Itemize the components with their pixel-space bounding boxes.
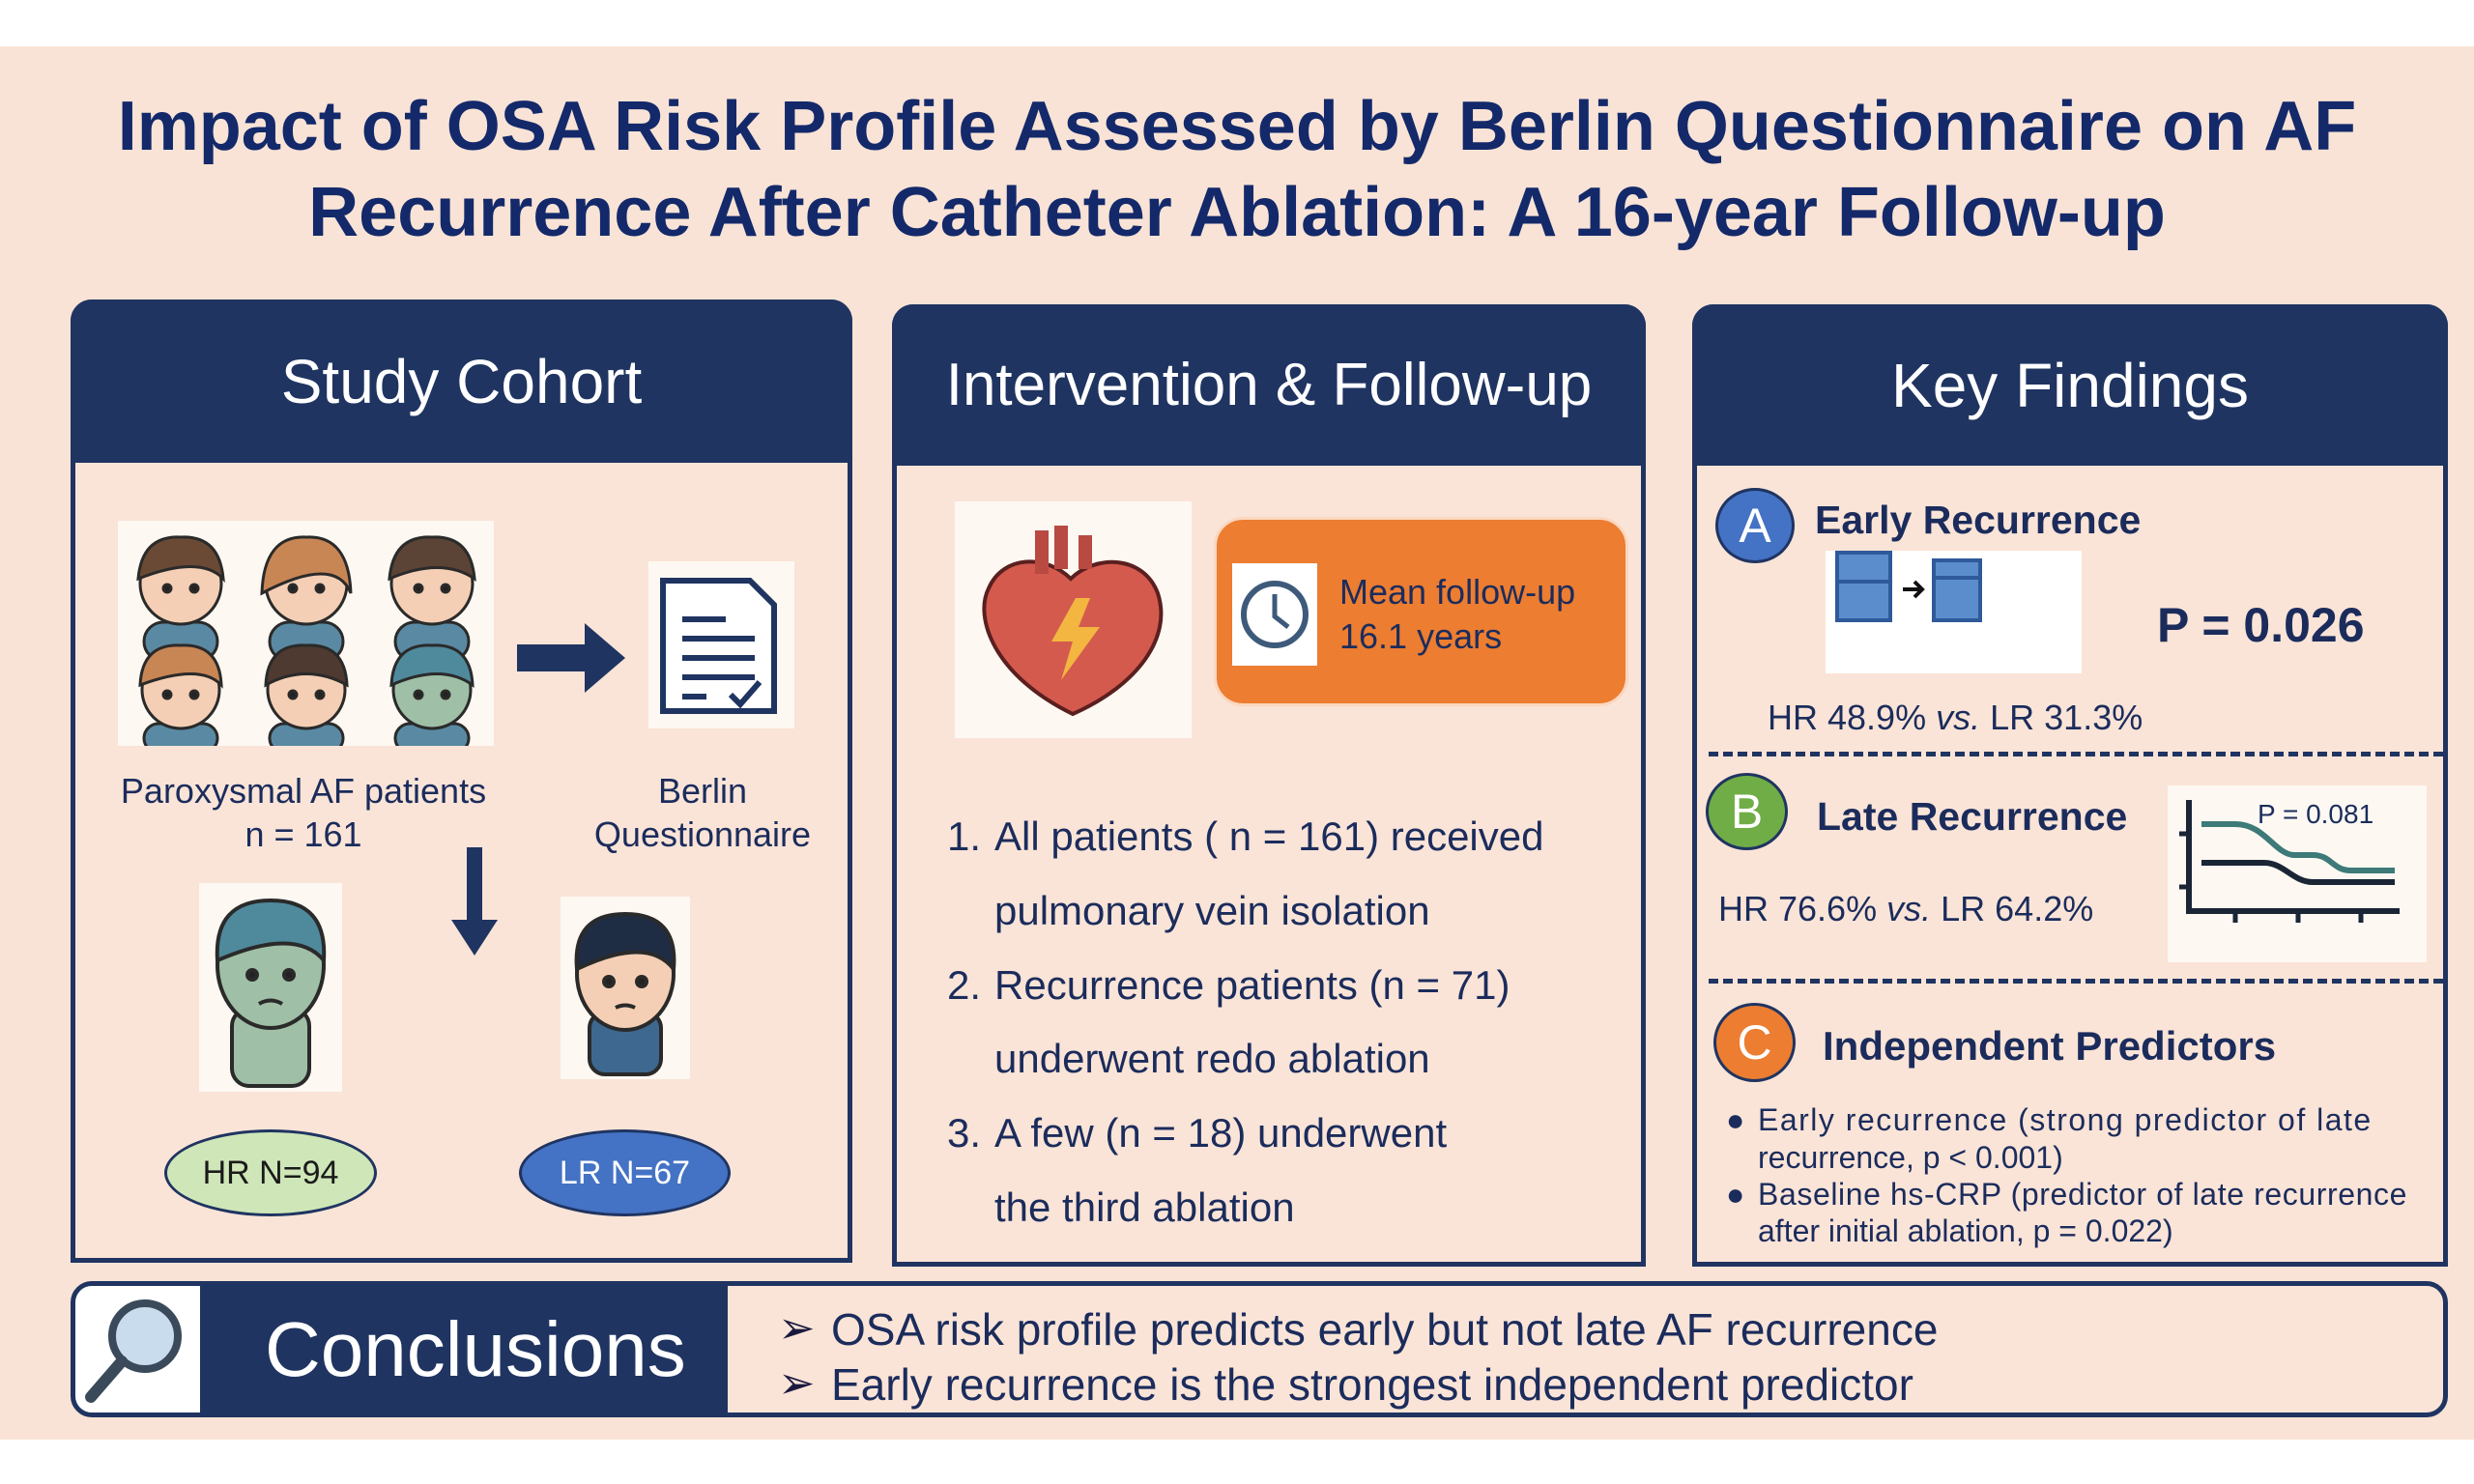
list-item: Recurrence patients (n = 71) [994,962,1510,1008]
patients-count: n = 161 [245,814,362,854]
heart-icon [955,501,1192,738]
late-recurrence-chart-p: P = 0.081 [2258,799,2374,829]
list-item: A few (n = 18) underwent [994,1110,1448,1156]
list-number: 1. [947,813,982,859]
badge-c: C [1713,1003,1796,1082]
list-item: underwent redo ablation [994,1036,1430,1081]
list-item: pulmonary vein isolation [994,888,1430,933]
list-item: the third ablation [994,1184,1295,1230]
arrow-right-icon [517,623,625,693]
high-risk-patient-icon [199,883,342,1092]
chevron-right-icon: ➢ [778,1357,816,1408]
badge-a: A [1715,488,1795,563]
clock-icon [1232,563,1317,666]
list-item: All patients ( n = 161) received [994,813,1544,859]
title-line-1: Impact of OSA Risk Profile Assessed by B… [117,88,2357,165]
berlin-label-line1: Berlin [657,771,748,811]
divider [1709,752,2443,756]
intervention-header: Intervention & Follow-up [892,304,1646,466]
conclusions-label: Conclusions [265,1306,686,1392]
early-recurrence-comparison: HR 48.9% vs. LR 31.3% [1768,698,2143,737]
bullet-icon: ● [1726,1102,1745,1137]
divider [1709,979,2443,984]
intervention-panel: Intervention & Follow-up [892,304,1646,1267]
arrow-down-icon [451,847,498,956]
title-line-2: Recurrence After Catheter Ablation: A 16… [308,174,2166,251]
survival-curve-chart [2168,785,2427,962]
badge-b: B [1706,773,1788,850]
predictor-item: recurrence, p < 0.001) [1758,1140,2063,1175]
study-cohort-panel: Study Cohort [71,300,852,1263]
conclusion-item: Early recurrence is the strongest indepe… [831,1359,1913,1410]
bullet-icon: ● [1726,1177,1745,1212]
chevron-right-icon: ➢ [778,1302,816,1353]
low-risk-patient-icon [561,897,690,1079]
predictor-item: Early recurrence (strong predictor of la… [1758,1102,2373,1137]
patients-label: Paroxysmal AF patients [120,771,487,811]
berlin-label-line2: Questionnaire [593,814,812,854]
conclusion-item: OSA risk profile predicts early but not … [831,1304,1939,1355]
magnifier-icon [75,1286,200,1413]
lr-group-badge: LR N=67 [519,1129,731,1216]
early-recurrence-p-value: P = 0.026 [2157,598,2365,652]
questionnaire-document-icon [648,561,794,728]
hr-group-badge: HR N=94 [164,1129,377,1216]
predictor-item: after initial ablation, p = 0.022) [1758,1213,2173,1248]
list-number: 3. [947,1110,982,1156]
patients-faces-icon [136,535,476,746]
late-recurrence-title: Late Recurrence [1817,794,2128,839]
independent-predictors-title: Independent Predictors [1823,1023,2277,1069]
follow-up-line2: 16.1 years [1339,616,1503,656]
study-cohort-header: Study Cohort [71,300,852,463]
bar-comparison-icon [1826,551,2082,673]
conclusions-bar: Conclusions ➢ OSA risk profile predicts … [71,1281,2448,1417]
early-recurrence-title: Early Recurrence [1815,498,2142,542]
list-number: 2. [947,962,982,1008]
late-recurrence-comparison: HR 76.6% vs. LR 64.2% [1718,889,2094,928]
key-findings-header: Key Findings [1692,304,2448,466]
follow-up-line1: Mean follow-up [1339,572,1576,612]
predictor-item: Baseline hs-CRP (predictor of late recur… [1758,1177,2408,1212]
